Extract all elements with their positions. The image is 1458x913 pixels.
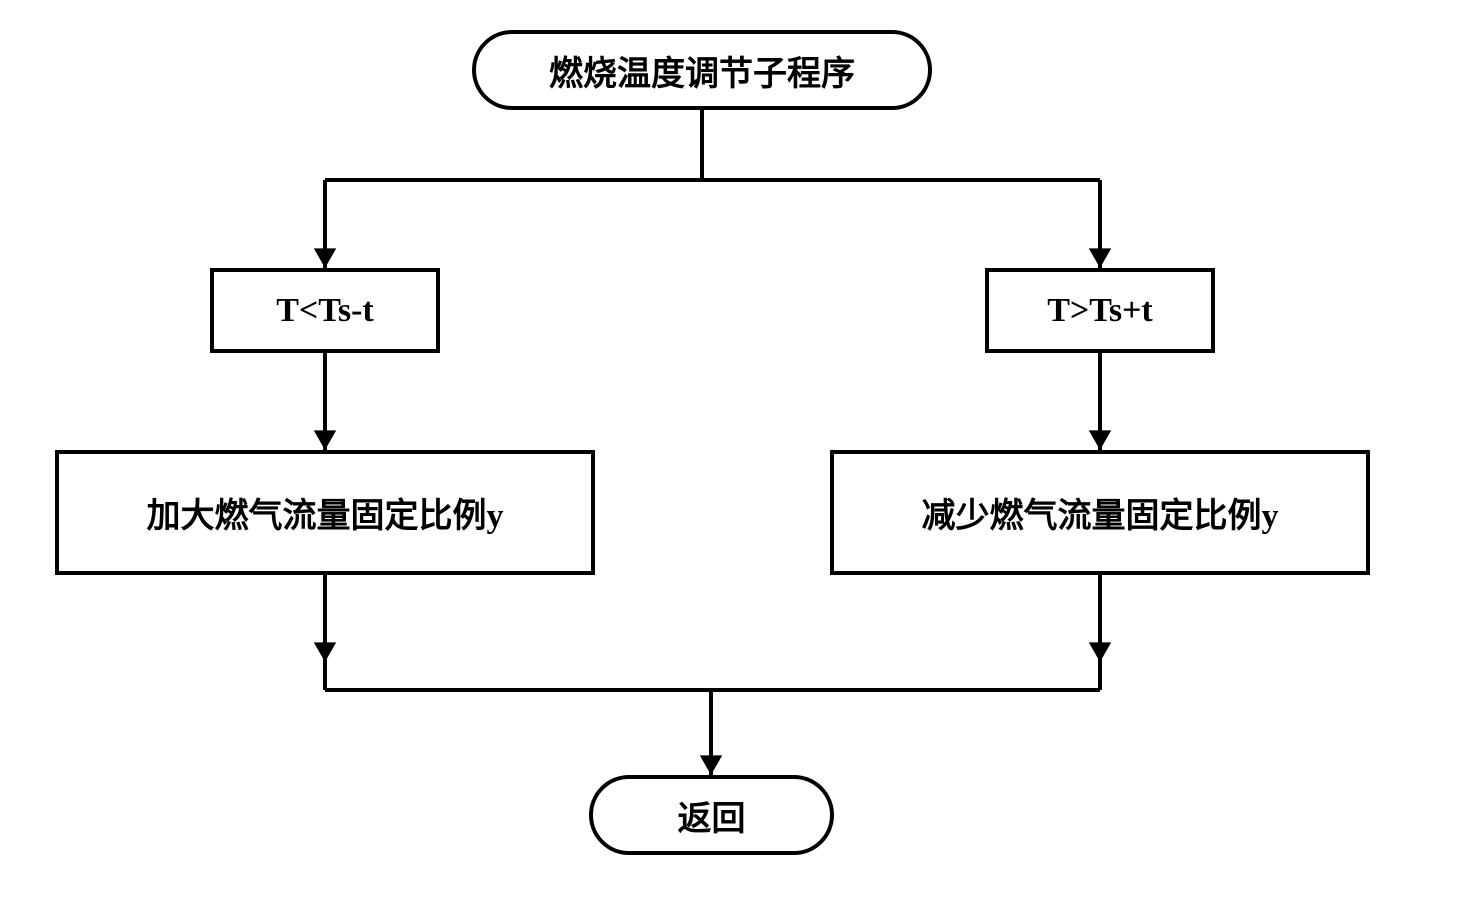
return-label: 返回 xyxy=(678,791,746,840)
action-right: 减少燃气流量固定比例y xyxy=(830,450,1370,575)
condition-right: T>Ts+t xyxy=(985,268,1215,353)
action-left: 加大燃气流量固定比例y xyxy=(55,450,595,575)
condition-left-label: T<Ts-t xyxy=(276,292,373,330)
start-label: 燃烧温度调节子程序 xyxy=(549,46,855,95)
condition-left: T<Ts-t xyxy=(210,268,440,353)
return-terminal: 返回 xyxy=(589,775,834,855)
condition-right-label: T>Ts+t xyxy=(1047,292,1153,330)
flowchart-container: 燃烧温度调节子程序 T<Ts-t T>Ts+t 加大燃气流量固定比例y 减少燃气… xyxy=(0,0,1458,913)
start-terminal: 燃烧温度调节子程序 xyxy=(472,30,932,110)
action-right-label: 减少燃气流量固定比例y xyxy=(922,488,1279,537)
action-left-label: 加大燃气流量固定比例y xyxy=(147,488,504,537)
